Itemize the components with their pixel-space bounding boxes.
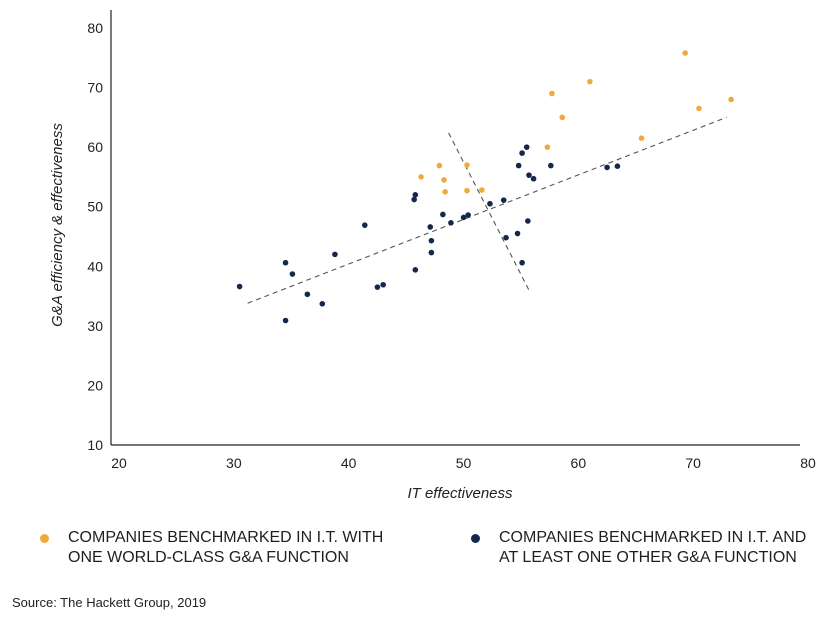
trend-lines [247, 116, 727, 304]
trend-line-2 [448, 132, 531, 293]
legend-item-other-function: COMPANIES BENCHMARKED IN I.T. AND AT LEA… [471, 528, 831, 572]
x-tick-label: 40 [341, 455, 357, 471]
point-other-function [411, 196, 417, 203]
point-world-class [728, 96, 734, 103]
point-other-function [487, 200, 493, 207]
legend-label: COMPANIES BENCHMARKED IN I.T. WITH ONE W… [68, 529, 384, 566]
point-other-function [500, 197, 507, 203]
point-other-function [465, 212, 471, 218]
legend-marker-navy [471, 534, 480, 543]
point-world-class [549, 90, 555, 97]
point-other-function [460, 214, 467, 221]
y-tick-label: 70 [87, 80, 103, 96]
point-world-class [464, 162, 470, 168]
point-other-function [282, 317, 289, 324]
point-other-function [428, 249, 435, 256]
legend-label: COMPANIES BENCHMARKED IN I.T. AND AT LEA… [499, 529, 807, 566]
point-other-function [448, 219, 454, 226]
point-other-function [319, 301, 326, 307]
point-world-class [442, 189, 448, 195]
x-tick-label: 50 [456, 455, 472, 471]
point-other-function [514, 230, 521, 237]
point-other-function [282, 259, 289, 266]
source-note: Source: The Hackett Group, 2019 [12, 595, 207, 610]
point-other-function [614, 163, 621, 170]
x-tick-label: 30 [226, 455, 242, 471]
legend-marker-orange [40, 534, 49, 543]
x-tick-label: 20 [111, 455, 127, 471]
y-tick-label: 30 [87, 318, 103, 334]
point-other-function [526, 172, 532, 178]
point-other-function [304, 291, 311, 298]
point-world-class [559, 114, 566, 121]
point-other-function [427, 224, 434, 230]
point-world-class [696, 105, 702, 112]
x-axis-label: IT effectiveness [407, 485, 513, 502]
scatter-chart: 20 30 40 50 60 70 80 10 20 30 40 50 60 70 80 IT effect… [49, 10, 816, 502]
point-other-function [519, 259, 525, 266]
chart-axes: 20 30 40 50 60 70 80 10 20 30 40 50 60 70 80 [87, 10, 816, 471]
point-other-function [503, 234, 509, 241]
x-tick-label: 80 [800, 455, 816, 471]
x-tick-label: 60 [571, 455, 587, 471]
point-other-function [332, 251, 338, 258]
point-other-function [289, 271, 296, 277]
point-world-class [587, 78, 593, 85]
point-world-class [479, 187, 485, 193]
point-other-function [380, 281, 386, 288]
point-other-function [236, 283, 243, 290]
point-world-class [682, 50, 688, 56]
point-other-function [519, 150, 525, 156]
legend-item-world-class: COMPANIES BENCHMARKED IN I.T. WITH ONE W… [40, 528, 440, 572]
point-world-class [418, 174, 424, 180]
point-other-function [440, 211, 446, 218]
y-axis-label: G&A efficiency & effectiveness [49, 123, 66, 327]
point-world-class [638, 135, 645, 142]
point-world-class [544, 144, 551, 150]
point-world-class [441, 177, 447, 183]
point-other-function [523, 144, 530, 150]
point-other-function [374, 284, 381, 290]
y-tick-label: 60 [87, 139, 103, 155]
point-other-function [525, 218, 531, 224]
point-other-function [604, 164, 610, 171]
y-tick-label: 10 [87, 437, 103, 453]
point-other-function [530, 175, 537, 182]
y-tick-label: 40 [87, 258, 103, 274]
x-tick-label: 70 [685, 455, 701, 471]
point-other-function [548, 162, 554, 169]
point-other-function [515, 162, 522, 169]
point-other-function [428, 237, 435, 244]
point-other-function [361, 222, 368, 228]
point-other-function [412, 192, 419, 198]
y-tick-label: 50 [87, 199, 103, 215]
data-points [236, 50, 734, 324]
y-tick-label: 20 [87, 377, 103, 393]
point-world-class [436, 162, 443, 169]
trend-line-1 [247, 116, 727, 304]
y-tick-label: 80 [87, 20, 103, 36]
point-world-class [464, 187, 470, 194]
point-other-function [412, 267, 419, 273]
